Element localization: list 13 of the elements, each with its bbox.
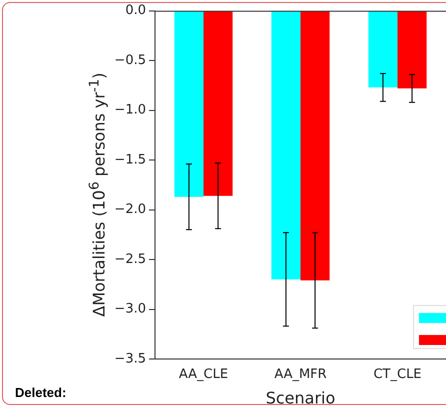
text: Deleted: xyxy=(15,385,66,400)
x-tick-label: CT_CLE xyxy=(373,367,422,382)
y-tick-label: −3.5 xyxy=(114,351,146,366)
y-tick-label: −3.0 xyxy=(114,302,146,317)
y-tick-label: −1.5 xyxy=(114,152,146,168)
y-tick-label: −2.5 xyxy=(114,252,146,267)
x-axis-title: Scenario xyxy=(266,388,336,408)
y-tick-label: −2.0 xyxy=(114,202,146,218)
x-tick-label: AA_CLE xyxy=(178,367,228,382)
y-tick-label: 0.0 xyxy=(125,3,146,18)
y-tick-label: −0.5 xyxy=(114,52,146,68)
y-tick-label: −1.0 xyxy=(114,102,146,118)
x-tick-label: AA_MFR xyxy=(274,367,327,382)
